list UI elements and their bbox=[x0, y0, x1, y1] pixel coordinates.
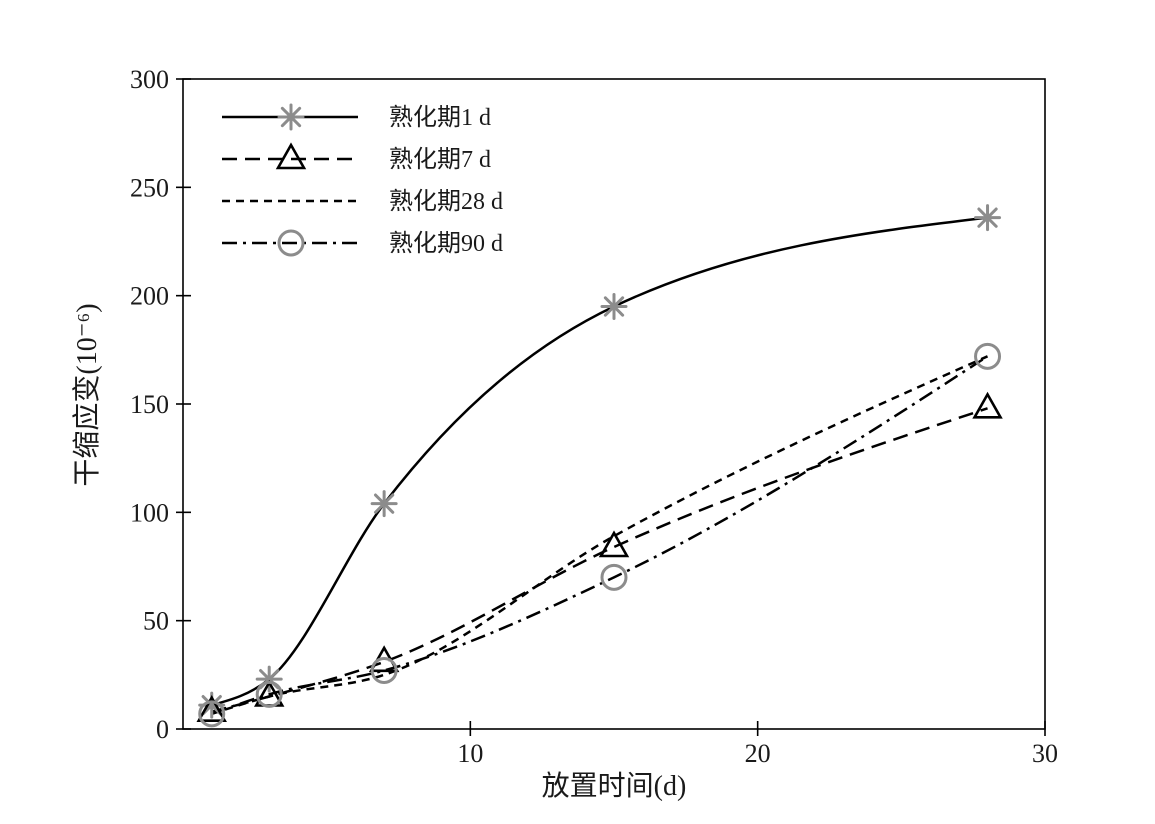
circle-shape bbox=[974, 342, 1002, 370]
circle-shape bbox=[600, 563, 628, 591]
triangle-shape bbox=[275, 142, 307, 170]
data-markers bbox=[196, 204, 1003, 728]
legend-item: 熟化期28 d bbox=[222, 188, 503, 215]
legend-label: 熟化期1 d bbox=[389, 104, 491, 131]
y-tick-label: 300 bbox=[130, 65, 169, 94]
asterisk-stroke bbox=[373, 493, 395, 514]
x-tick-label: 10 bbox=[457, 739, 483, 768]
legend-item: 熟化期7 d bbox=[222, 142, 491, 173]
series-lines bbox=[211, 216, 989, 716]
triangle-shape bbox=[972, 391, 1003, 419]
series-4-point-5 bbox=[974, 342, 1002, 370]
y-tick-label: 250 bbox=[130, 173, 169, 202]
y-tick-label: 100 bbox=[130, 498, 169, 527]
y-tick-label: 200 bbox=[130, 282, 169, 311]
series-4-point-1 bbox=[198, 700, 226, 728]
x-tick-label: 30 bbox=[1032, 739, 1058, 768]
legend-label: 熟化期28 d bbox=[389, 188, 503, 215]
triangle-shape bbox=[196, 695, 227, 722]
asterisk-stroke bbox=[603, 296, 625, 317]
circle-shape bbox=[198, 700, 226, 728]
axes: 0 50 100 150 200 250 300 10 20 30 bbox=[130, 65, 1058, 768]
series-1-point-4 bbox=[600, 293, 628, 320]
triangle-shape bbox=[598, 530, 630, 558]
legend-marker bbox=[277, 103, 305, 131]
series-line-1 bbox=[211, 216, 988, 707]
series-line-4 bbox=[211, 355, 989, 716]
series-4-point-2 bbox=[255, 680, 283, 708]
y-tick-label: 50 bbox=[143, 607, 169, 636]
series-2-point-4 bbox=[598, 530, 630, 558]
x-tick-label: 20 bbox=[745, 739, 771, 768]
series-1-point-5 bbox=[974, 204, 1002, 232]
series-2-point-1 bbox=[196, 695, 227, 722]
legend-marker bbox=[277, 229, 305, 257]
x-axis-label: 放置时间(d) bbox=[542, 770, 687, 802]
circle-shape bbox=[370, 657, 398, 684]
legend-label: 熟化期90 d bbox=[389, 230, 503, 257]
circle-shape bbox=[255, 680, 283, 708]
series-4-point-3 bbox=[370, 657, 398, 684]
legend-marker bbox=[275, 142, 307, 170]
plot-frame bbox=[182, 78, 1046, 730]
y-tick-label: 0 bbox=[156, 715, 169, 744]
asterisk-stroke bbox=[201, 695, 222, 716]
legend-label: 熟化期7 d bbox=[389, 146, 491, 173]
legend-item: 熟化期1 d bbox=[222, 103, 491, 131]
asterisk-stroke bbox=[280, 106, 302, 128]
series-2-point-5 bbox=[972, 391, 1003, 419]
y-tick-label: 150 bbox=[130, 390, 169, 419]
series-line-3 bbox=[211, 355, 989, 716]
series-line-2 bbox=[211, 407, 988, 713]
series-4-point-4 bbox=[600, 563, 628, 591]
legend-item: 熟化期90 d bbox=[222, 229, 503, 257]
legend: 熟化期1 d 熟化期7 d 熟化期28 d 熟化期90 d bbox=[222, 103, 503, 257]
series-1-point-3 bbox=[370, 490, 398, 518]
asterisk-stroke bbox=[977, 207, 998, 228]
circle-shape bbox=[277, 229, 305, 257]
y-axis-label: 干缩应变(10⁻⁶) bbox=[71, 303, 103, 486]
